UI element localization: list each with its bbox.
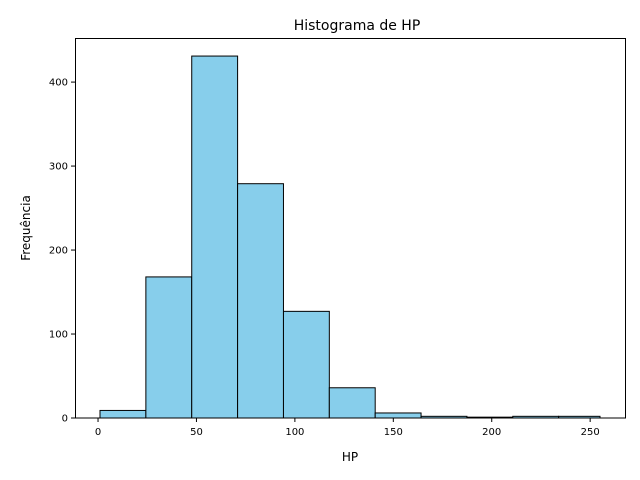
histogram-bar	[282, 310, 330, 419]
chart-title: Histograma de HP	[294, 18, 421, 34]
histogram-bar	[237, 183, 284, 419]
x-tick-label: 150	[384, 427, 403, 438]
x-axis-label: HP	[342, 450, 358, 464]
x-tick-label: 100	[285, 427, 304, 438]
y-tick-label: 0	[62, 414, 68, 425]
histogram-bar	[328, 387, 376, 419]
histogram-bar	[191, 55, 239, 419]
y-tick-label: 100	[49, 330, 68, 341]
x-tick-label: 200	[482, 427, 501, 438]
x-tick-label: 50	[190, 427, 203, 438]
y-tick-label: 300	[49, 162, 68, 173]
y-tick-label: 200	[49, 246, 68, 257]
x-tick-label: 250	[581, 427, 600, 438]
x-axis-ticks: 0 50 100 150 200 250	[95, 418, 600, 438]
histogram-bar	[145, 276, 193, 419]
bars-group	[99, 55, 601, 419]
y-tick-label: 400	[49, 78, 68, 89]
x-tick-label: 0	[95, 427, 101, 438]
plot-frame	[75, 38, 626, 419]
y-axis-label: Frequência	[19, 195, 33, 261]
histogram-bar	[99, 409, 147, 419]
y-axis-ticks: 0 100 200 300 400	[49, 78, 75, 425]
histogram-bar	[374, 412, 422, 419]
